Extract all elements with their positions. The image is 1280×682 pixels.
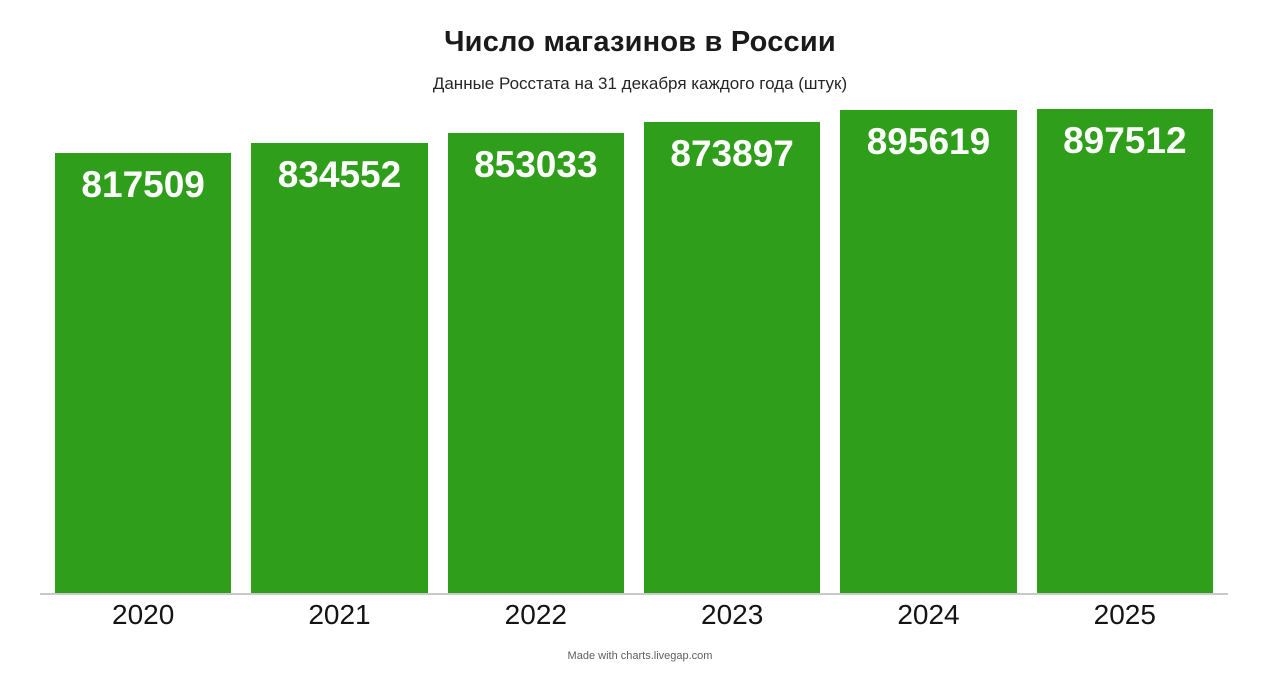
plot-area: 817509 834552 853033 873897 895619 897512: [55, 100, 1213, 593]
x-axis-label-2022: 2022: [504, 599, 567, 630]
bar-value-label: 873897: [670, 133, 794, 175]
bar-value-label: 895619: [866, 121, 991, 163]
x-axis-label-2025: 2025: [1093, 599, 1156, 630]
bar-2020: 817509: [55, 152, 232, 593]
chart-credit: Made with charts.livegap.com: [567, 650, 713, 662]
bar-2022: 853033: [447, 133, 624, 593]
bar-2023: 873897: [643, 122, 821, 593]
bar-value-label: 817509: [81, 163, 205, 205]
x-axis-label-2024: 2024: [897, 599, 960, 630]
bar-value-label: 897512: [1063, 120, 1187, 162]
x-axis-label-2020: 2020: [112, 599, 175, 630]
bar-value-label: 834552: [277, 154, 402, 196]
x-axis-labels: 2020 2021 2022 2023 2024 2025: [55, 598, 1213, 632]
x-axis-label-2023: 2023: [701, 599, 764, 630]
x-axis-line: [40, 593, 1228, 595]
x-axis-label-2021: 2021: [308, 599, 371, 630]
bar-2025: 897512: [1036, 109, 1213, 593]
bar-2021: 834552: [251, 143, 428, 593]
chart-title: Число магазинов в России: [444, 26, 836, 58]
chart-subtitle: Данные Росстата на 31 декабря каждого го…: [432, 74, 848, 93]
bar-2024: 895619: [840, 110, 1017, 593]
bar-value-label: 853033: [474, 144, 598, 186]
